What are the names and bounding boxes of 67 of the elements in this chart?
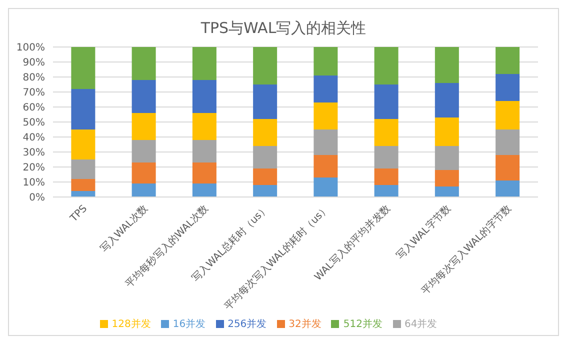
bar [132, 140, 156, 162]
y-tick-label: 100% [16, 42, 45, 54]
bar [314, 130, 338, 155]
y-tick-label: 80% [22, 72, 45, 84]
bar [434, 47, 459, 83]
bar [374, 119, 398, 146]
bar [434, 83, 459, 118]
bar [434, 170, 459, 186]
bar [314, 155, 338, 178]
legend-label: 64并发 [404, 319, 438, 330]
bar [71, 130, 96, 160]
y-tick-label: 0% [29, 192, 45, 204]
bar [132, 47, 156, 80]
legend-label: 16并发 [172, 319, 206, 330]
bar [253, 84, 278, 119]
bar [496, 74, 520, 101]
bar [434, 146, 459, 170]
bar [192, 47, 216, 80]
bar [192, 162, 216, 184]
y-tick-label: 90% [22, 58, 45, 69]
bar [253, 146, 278, 168]
bar [374, 84, 398, 119]
bar [434, 186, 459, 197]
bar [71, 47, 96, 89]
bar [496, 101, 520, 130]
bar [374, 168, 398, 185]
bar [374, 185, 398, 197]
bar [192, 184, 216, 197]
bar [253, 47, 278, 84]
y-tick-label: 40% [22, 132, 45, 144]
y-tick-label: 30% [22, 148, 45, 159]
chart-title: TPS与WAL写入的相关性 [200, 18, 368, 39]
bar [71, 89, 96, 130]
bar [314, 102, 338, 130]
y-tick-label: 60% [22, 102, 45, 114]
bar [192, 140, 216, 162]
bar [314, 47, 338, 76]
legend-label: 32并发 [288, 319, 322, 330]
bar [132, 113, 156, 140]
bar [253, 185, 278, 197]
y-tick-label: 70% [22, 88, 45, 99]
y-tick-label: 50% [22, 118, 45, 129]
bar [314, 178, 338, 197]
bar [496, 47, 520, 74]
bar [496, 180, 520, 197]
bar [192, 80, 216, 113]
legend-label: 512并发 [343, 319, 382, 330]
bar [496, 130, 520, 155]
bar [132, 184, 156, 197]
bar [71, 191, 96, 197]
legend-label: 256并发 [228, 319, 267, 330]
y-tick-label: 20% [22, 162, 45, 174]
bar [132, 162, 156, 184]
bar [434, 118, 459, 146]
bar [253, 168, 278, 185]
x-tick-label: TPS [68, 203, 90, 225]
bar [253, 119, 278, 146]
bar [374, 146, 398, 168]
bar [71, 179, 96, 191]
legend-label: 128并发 [112, 319, 151, 330]
bar [71, 160, 96, 179]
bar [192, 113, 216, 140]
y-tick-label: 10% [22, 178, 45, 189]
bar [496, 155, 520, 180]
bar [374, 47, 398, 84]
bar [314, 76, 338, 102]
bar [132, 80, 156, 113]
